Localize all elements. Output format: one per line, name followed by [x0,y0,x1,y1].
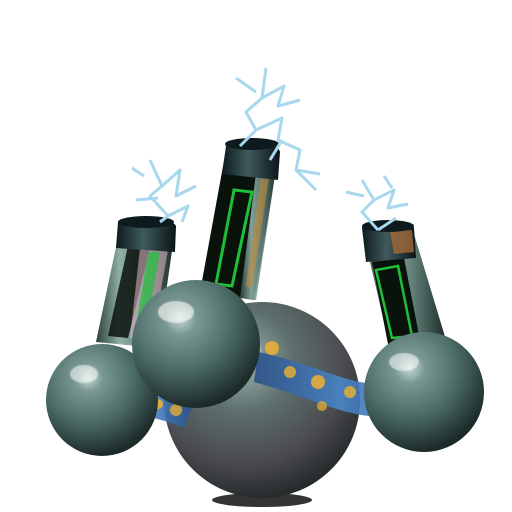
right-spark-icon [345,175,409,232]
left-sphere-icon [46,344,158,456]
right-sphere-icon [364,332,484,452]
front-sphere-icon [132,280,260,408]
ground-shadow [212,493,312,507]
left-spark-icon [131,159,197,224]
center-spark-icon [235,67,321,192]
center-cell-icon [200,138,280,300]
right-cell-icon [362,220,446,348]
